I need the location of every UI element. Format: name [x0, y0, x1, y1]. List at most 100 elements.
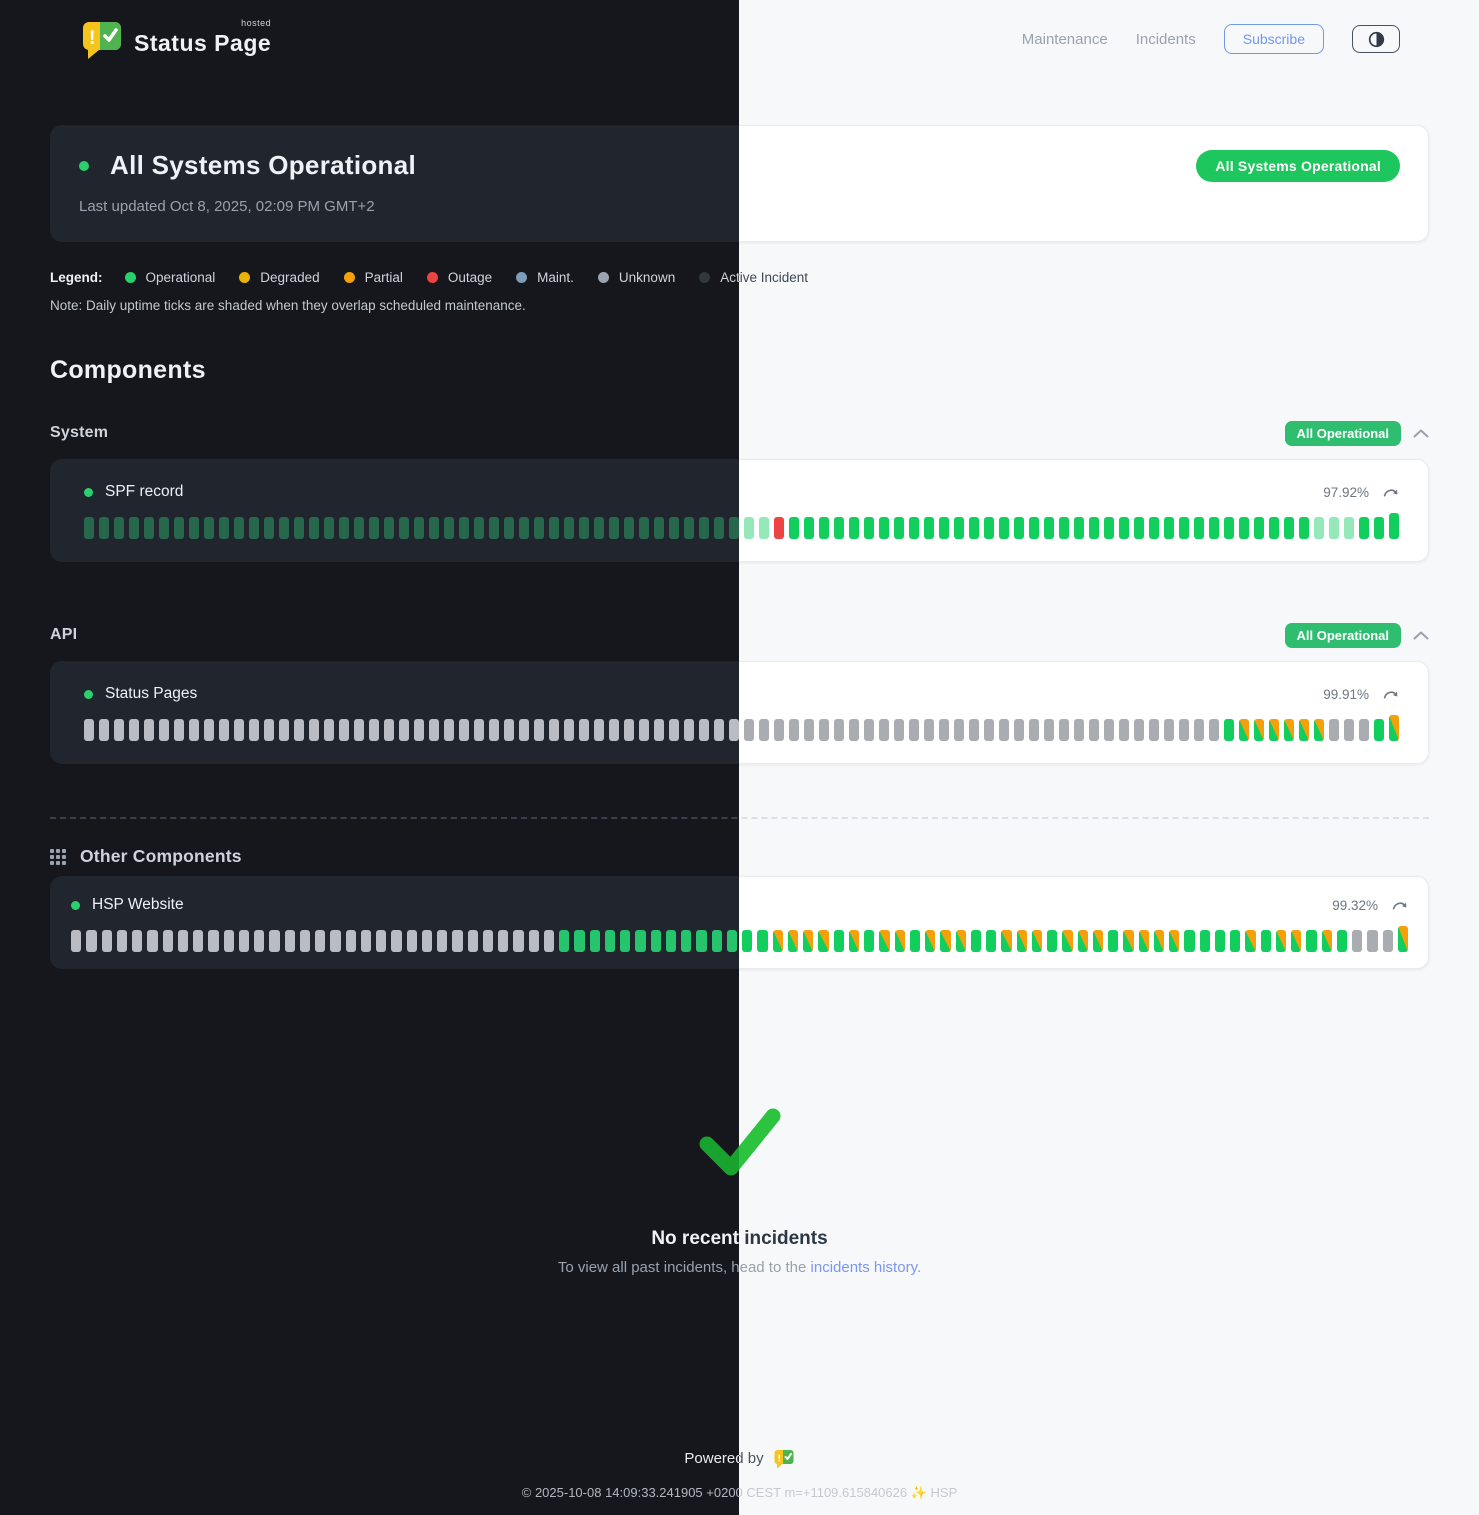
uptime-tick-op[interactable] — [665, 930, 676, 952]
uptime-tick-unknown[interactable] — [999, 719, 1009, 741]
uptime-tick-unknown[interactable] — [264, 719, 274, 741]
uptime-tick-unknown[interactable] — [744, 719, 754, 741]
uptime-tick-maint[interactable] — [1016, 930, 1027, 952]
uptime-tick-unknown[interactable] — [1074, 719, 1084, 741]
uptime-tick-op[interactable] — [1239, 517, 1249, 539]
uptime-tick-op[interactable] — [834, 517, 844, 539]
uptime-tick-op[interactable] — [1374, 719, 1384, 741]
uptime-tick-faded[interactable] — [84, 517, 94, 539]
uptime-tick-op[interactable] — [1224, 517, 1234, 539]
nav-maintenance[interactable]: Maintenance — [1021, 30, 1108, 48]
uptime-tick-op[interactable] — [1214, 930, 1225, 952]
uptime-tick-unknown[interactable] — [1134, 719, 1144, 741]
uptime-tick-op[interactable] — [1179, 517, 1189, 539]
uptime-tick-unknown[interactable] — [1104, 719, 1114, 741]
uptime-tick-op[interactable] — [1164, 517, 1174, 539]
uptime-tick-faded[interactable] — [549, 517, 559, 539]
uptime-tick-unknown[interactable] — [116, 930, 127, 952]
uptime-tick-unknown[interactable] — [1089, 719, 1099, 741]
uptime-tick-op[interactable] — [1254, 517, 1264, 539]
uptime-tick-op[interactable] — [1059, 517, 1069, 539]
nav-incidents[interactable]: Incidents — [1135, 30, 1196, 48]
brand-logo[interactable]: ! Status Page hosted — [80, 18, 271, 60]
uptime-tick-unknown[interactable] — [774, 719, 784, 741]
uptime-tick-unknown[interactable] — [84, 719, 94, 741]
uptime-tick-unknown[interactable] — [789, 719, 799, 741]
uptime-tick-faded[interactable] — [429, 517, 439, 539]
uptime-tick-unknown[interactable] — [414, 719, 424, 741]
uptime-tick-unknown[interactable] — [579, 719, 589, 741]
uptime-tick-unknown[interactable] — [467, 930, 478, 952]
uptime-tick-unknown[interactable] — [482, 930, 493, 952]
uptime-tick-unknown[interactable] — [1044, 719, 1054, 741]
uptime-tick-op[interactable] — [1047, 930, 1058, 952]
uptime-tick-maint[interactable] — [1001, 930, 1012, 952]
uptime-tick-unknown[interactable] — [144, 719, 154, 741]
uptime-tick-faded[interactable] — [699, 517, 709, 539]
uptime-tick-unknown[interactable] — [1329, 719, 1339, 741]
uptime-tick-unknown[interactable] — [421, 930, 432, 952]
uptime-tick-maint[interactable] — [1284, 719, 1294, 741]
uptime-tick-unknown[interactable] — [804, 719, 814, 741]
uptime-tick-unknown[interactable] — [177, 930, 188, 952]
uptime-tick-faded[interactable] — [99, 517, 109, 539]
uptime-tick-faded[interactable] — [579, 517, 589, 539]
uptime-tick-maint[interactable] — [1254, 719, 1264, 741]
uptime-tick-faded[interactable] — [249, 517, 259, 539]
uptime-tick-unknown[interactable] — [309, 719, 319, 741]
uptime-tick-op[interactable] — [1336, 930, 1347, 952]
uptime-tick-unknown[interactable] — [254, 930, 265, 952]
uptime-tick-unknown[interactable] — [444, 719, 454, 741]
uptime-tick-faded[interactable] — [1314, 517, 1324, 539]
uptime-tick-op[interactable] — [864, 930, 875, 952]
uptime-tick-faded[interactable] — [504, 517, 514, 539]
uptime-tick-unknown[interactable] — [939, 719, 949, 741]
incidents-history-link[interactable]: incidents history — [810, 1259, 917, 1276]
uptime-tick-unknown[interactable] — [204, 719, 214, 741]
uptime-tick-faded[interactable] — [264, 517, 274, 539]
uptime-tick-faded[interactable] — [309, 517, 319, 539]
uptime-tick-maint[interactable] — [848, 930, 859, 952]
refresh-icon[interactable] — [1383, 486, 1399, 499]
uptime-tick-unknown[interactable] — [504, 719, 514, 741]
uptime-tick-unknown[interactable] — [1059, 719, 1069, 741]
uptime-tick-op[interactable] — [1119, 517, 1129, 539]
uptime-tick-op[interactable] — [879, 517, 889, 539]
uptime-tick-unknown[interactable] — [1367, 930, 1378, 952]
uptime-tick-maint[interactable] — [772, 930, 783, 952]
uptime-tick-op[interactable] — [939, 517, 949, 539]
uptime-tick-unknown[interactable] — [594, 719, 604, 741]
uptime-tick-op[interactable] — [1306, 930, 1317, 952]
uptime-tick-faded[interactable] — [159, 517, 169, 539]
uptime-tick-op[interactable] — [1359, 517, 1369, 539]
uptime-tick-maint[interactable] — [1169, 930, 1180, 952]
uptime-tick-faded[interactable] — [369, 517, 379, 539]
uptime-tick-unknown[interactable] — [330, 930, 341, 952]
uptime-tick-unknown[interactable] — [132, 930, 143, 952]
uptime-tick-faded[interactable] — [144, 517, 154, 539]
uptime-tick-unknown[interactable] — [147, 930, 158, 952]
uptime-tick-unknown[interactable] — [399, 719, 409, 741]
uptime-tick-unknown[interactable] — [86, 930, 97, 952]
uptime-tick-faded[interactable] — [714, 517, 724, 539]
uptime-tick-unknown[interactable] — [669, 719, 679, 741]
footer-brand-icon[interactable]: ! — [773, 1448, 795, 1469]
uptime-tick-unknown[interactable] — [543, 930, 554, 952]
uptime-tick-unknown[interactable] — [624, 719, 634, 741]
uptime-tick-faded[interactable] — [594, 517, 604, 539]
uptime-tick-unknown[interactable] — [369, 719, 379, 741]
uptime-tick-unknown[interactable] — [101, 930, 112, 952]
uptime-tick-faded[interactable] — [624, 517, 634, 539]
uptime-tick-unknown[interactable] — [879, 719, 889, 741]
uptime-tick-unknown[interactable] — [1194, 719, 1204, 741]
uptime-tick-unknown[interactable] — [1164, 719, 1174, 741]
uptime-tick-maint[interactable] — [803, 930, 814, 952]
uptime-tick-op[interactable] — [1184, 930, 1195, 952]
uptime-tick-op[interactable] — [864, 517, 874, 539]
uptime-tick-unknown[interactable] — [234, 719, 244, 741]
uptime-tick-unknown[interactable] — [1344, 719, 1354, 741]
uptime-tick-unknown[interactable] — [208, 930, 219, 952]
uptime-tick-unknown[interactable] — [339, 719, 349, 741]
uptime-tick-unknown[interactable] — [1014, 719, 1024, 741]
uptime-tick-op[interactable] — [1029, 517, 1039, 539]
